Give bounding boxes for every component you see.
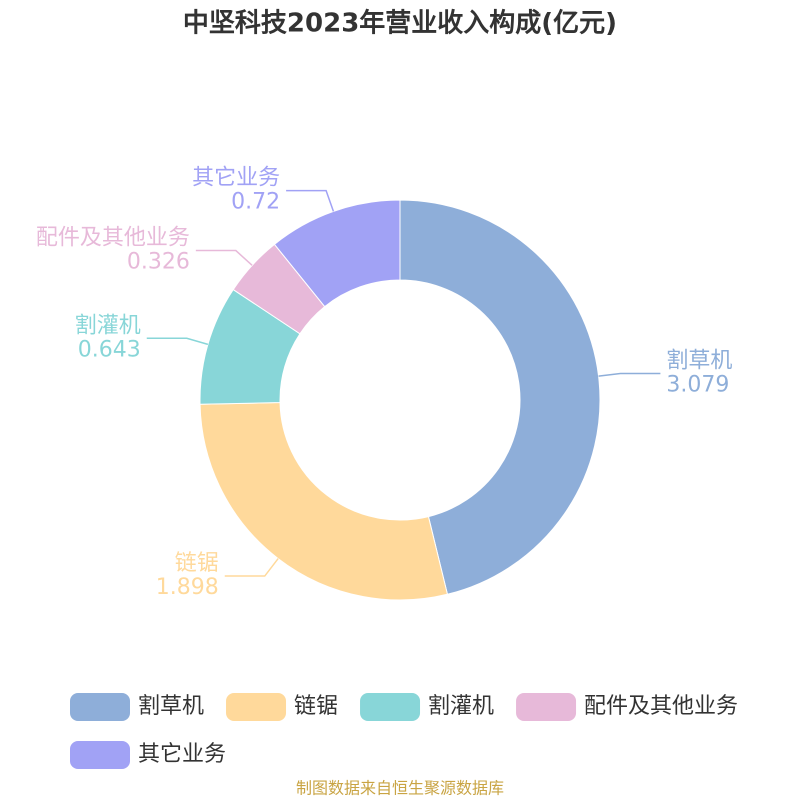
legend-label: 割草机 <box>138 694 204 719</box>
slice-value: 0.643 <box>78 337 141 362</box>
leader-line <box>598 372 661 377</box>
chart-title: 中坚科技2023年营业收入构成(亿元) <box>183 8 617 39</box>
slice-value: 3.079 <box>666 372 729 397</box>
legend-label: 其它业务 <box>138 742 226 767</box>
slice-label: 其它业务 <box>192 166 280 191</box>
legend-label: 配件及其他业务 <box>584 694 738 719</box>
donut-slice <box>273 199 401 308</box>
legend-label: 链锯 <box>294 694 338 719</box>
slice-value: 0.326 <box>127 250 190 275</box>
legend-swatch <box>360 693 421 721</box>
slice-value: 1.898 <box>156 575 219 600</box>
slice-label: 链锯 <box>175 551 219 576</box>
legend-swatch <box>70 693 130 721</box>
source-note: 制图数据来自恒生聚源数据库 <box>296 779 504 798</box>
leader-line <box>224 558 279 577</box>
legend-swatch <box>70 741 130 769</box>
slice-label: 配件及其他业务 <box>36 226 190 251</box>
leader-line <box>286 189 335 212</box>
leader-line <box>146 337 209 346</box>
slice-label: 割灌机 <box>75 313 141 338</box>
donut-slice <box>399 199 601 595</box>
slice-value: 0.72 <box>231 190 280 215</box>
slice-label: 割草机 <box>666 348 732 373</box>
leader-line <box>195 249 253 266</box>
legend-swatch <box>516 693 577 721</box>
legend-swatch <box>226 693 287 721</box>
legend-label: 割灌机 <box>428 694 494 719</box>
donut-slice <box>199 402 449 601</box>
